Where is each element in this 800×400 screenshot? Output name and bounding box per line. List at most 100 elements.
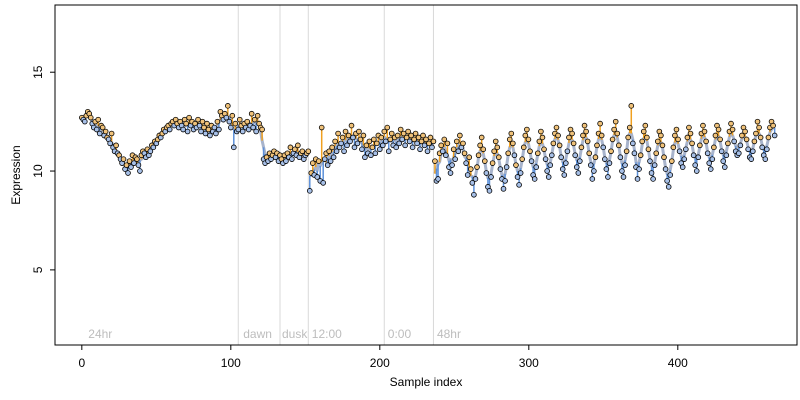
data-point	[204, 120, 210, 127]
data-point	[87, 114, 94, 121]
data-point	[611, 126, 617, 133]
data-point	[715, 126, 722, 133]
data-point	[134, 156, 140, 162]
data-point	[669, 158, 675, 164]
data-point	[667, 172, 674, 178]
data-point	[520, 144, 527, 151]
data-point	[248, 110, 255, 117]
y-tick-label: 15	[31, 65, 45, 79]
data-point	[236, 116, 243, 123]
data-point	[309, 160, 316, 166]
data-point	[199, 118, 206, 125]
data-point	[443, 152, 449, 159]
data-point	[556, 142, 563, 149]
data-point	[664, 178, 670, 184]
data-point	[711, 144, 717, 151]
data-point	[429, 144, 435, 151]
x-tick-label: 100	[221, 356, 241, 370]
data-point	[676, 148, 683, 155]
data-point	[480, 146, 487, 153]
data-point	[563, 160, 569, 166]
data-point	[214, 118, 221, 125]
data-point	[406, 138, 413, 145]
data-point	[550, 140, 557, 147]
data-point	[561, 172, 568, 178]
data-point	[577, 158, 583, 164]
data-point	[207, 132, 213, 139]
data-point	[387, 136, 394, 143]
data-point	[399, 136, 405, 143]
data-point	[463, 160, 469, 166]
data-point	[93, 126, 100, 133]
data-point	[356, 128, 362, 135]
data-point	[494, 144, 501, 151]
data-point	[394, 132, 401, 139]
data-point	[718, 148, 725, 155]
data-point	[584, 138, 591, 145]
data-point	[707, 166, 714, 172]
data-point	[244, 118, 251, 125]
data-point	[420, 132, 426, 139]
data-point	[555, 132, 561, 139]
data-point	[223, 114, 230, 121]
data-point	[586, 150, 593, 157]
data-point	[527, 148, 533, 155]
data-point	[754, 118, 761, 125]
data-point	[460, 140, 466, 147]
data-point	[371, 136, 377, 143]
data-point	[519, 156, 526, 162]
data-point	[614, 130, 621, 137]
data-point	[195, 116, 201, 123]
data-point	[620, 174, 627, 180]
data-point	[397, 126, 404, 133]
data-point	[324, 162, 331, 168]
plot-frame	[54, 4, 798, 346]
data-point	[644, 134, 650, 141]
data-point	[415, 134, 422, 141]
data-point	[426, 140, 432, 147]
data-point	[675, 136, 681, 143]
data-point	[409, 144, 416, 151]
data-point	[198, 128, 204, 135]
data-point	[729, 126, 736, 133]
data-point	[474, 164, 480, 170]
x-tick-label: 300	[519, 356, 539, 370]
data-point	[496, 154, 502, 161]
data-point	[581, 122, 588, 129]
data-point	[690, 152, 697, 159]
data-point	[559, 166, 566, 172]
data-point	[235, 126, 242, 133]
data-point	[578, 144, 585, 151]
data-point	[388, 130, 395, 137]
data-point	[497, 166, 504, 172]
data-point	[439, 148, 446, 155]
data-point	[697, 142, 703, 149]
data-point	[183, 120, 189, 127]
data-point	[748, 156, 755, 162]
data-point	[344, 142, 350, 149]
data-point	[378, 134, 385, 141]
data-point	[575, 170, 582, 176]
data-point	[333, 148, 340, 155]
data-point	[382, 138, 389, 145]
data-point	[642, 122, 649, 129]
data-point	[737, 142, 744, 149]
data-point	[402, 142, 408, 149]
data-point	[589, 176, 596, 182]
data-point	[466, 154, 473, 161]
data-point	[502, 178, 508, 184]
data-point	[254, 112, 261, 119]
data-point	[184, 128, 191, 135]
data-point	[687, 130, 694, 137]
data-point	[354, 140, 361, 147]
data-point	[704, 150, 711, 157]
data-point	[662, 166, 669, 172]
x-axis: 0 100 200 300 400	[78, 345, 688, 370]
data-point	[623, 148, 630, 155]
data-point	[517, 170, 524, 176]
data-point	[384, 124, 391, 131]
data-point	[625, 134, 631, 141]
data-point	[393, 144, 400, 151]
data-point	[341, 148, 347, 155]
data-point	[427, 134, 434, 141]
